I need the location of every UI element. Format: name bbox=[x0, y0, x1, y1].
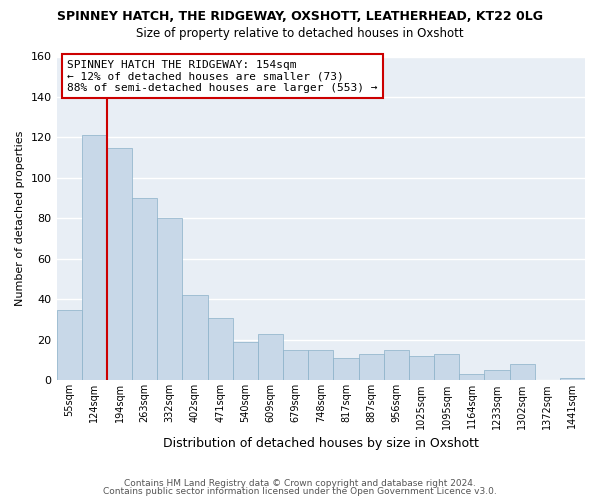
Text: SPINNEY HATCH, THE RIDGEWAY, OXSHOTT, LEATHERHEAD, KT22 0LG: SPINNEY HATCH, THE RIDGEWAY, OXSHOTT, LE… bbox=[57, 10, 543, 23]
Text: Contains public sector information licensed under the Open Government Licence v3: Contains public sector information licen… bbox=[103, 487, 497, 496]
Text: SPINNEY HATCH THE RIDGEWAY: 154sqm
← 12% of detached houses are smaller (73)
88%: SPINNEY HATCH THE RIDGEWAY: 154sqm ← 12%… bbox=[67, 60, 377, 93]
Bar bbox=[82, 136, 107, 380]
Bar bbox=[509, 364, 535, 380]
Bar bbox=[182, 296, 208, 380]
Bar bbox=[283, 350, 308, 380]
Bar bbox=[308, 350, 334, 380]
Bar bbox=[258, 334, 283, 380]
Bar bbox=[157, 218, 182, 380]
Text: Size of property relative to detached houses in Oxshott: Size of property relative to detached ho… bbox=[136, 28, 464, 40]
Bar bbox=[233, 342, 258, 380]
Bar bbox=[208, 318, 233, 380]
Bar bbox=[56, 310, 82, 380]
Bar bbox=[334, 358, 359, 380]
Bar bbox=[359, 354, 383, 380]
Bar bbox=[383, 350, 409, 380]
X-axis label: Distribution of detached houses by size in Oxshott: Distribution of detached houses by size … bbox=[163, 437, 479, 450]
Bar bbox=[132, 198, 157, 380]
Bar bbox=[409, 356, 434, 380]
Bar bbox=[459, 374, 484, 380]
Bar bbox=[434, 354, 459, 380]
Y-axis label: Number of detached properties: Number of detached properties bbox=[15, 131, 25, 306]
Text: Contains HM Land Registry data © Crown copyright and database right 2024.: Contains HM Land Registry data © Crown c… bbox=[124, 478, 476, 488]
Bar bbox=[484, 370, 509, 380]
Bar bbox=[560, 378, 585, 380]
Bar bbox=[107, 148, 132, 380]
